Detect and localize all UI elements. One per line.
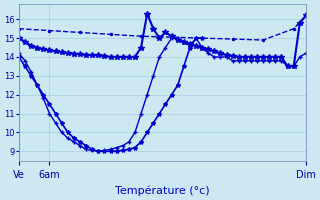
X-axis label: Température (°c): Température (°c) xyxy=(115,185,210,196)
